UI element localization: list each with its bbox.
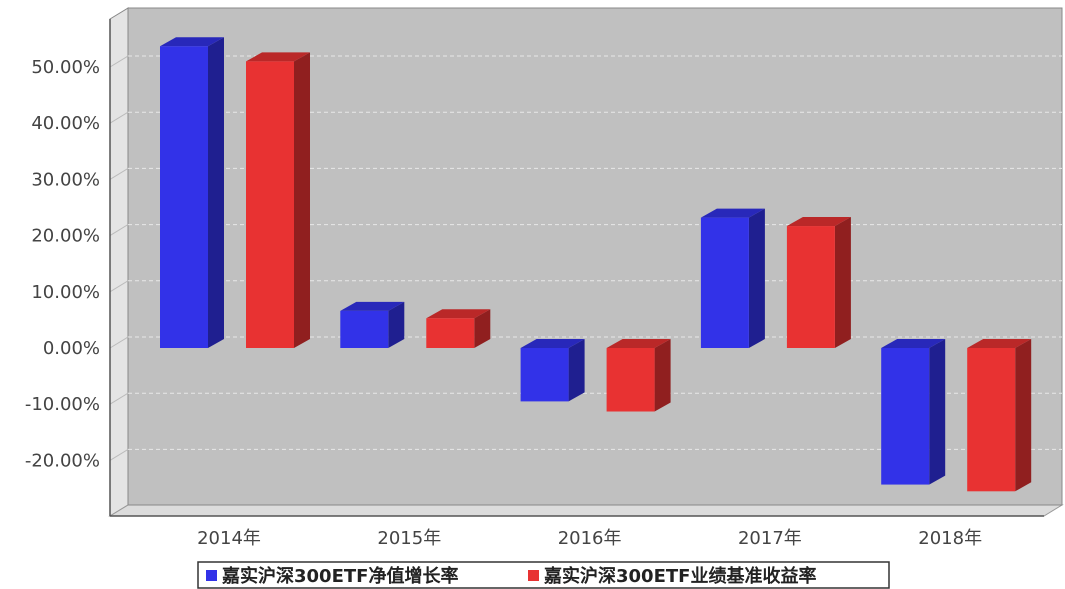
bar-front-1-1 <box>426 318 475 348</box>
x-tick-labels: 2014年 2015年 2016年 2017年 2018年 <box>197 528 982 549</box>
legend-label-0: 嘉实沪深300ETF净值增长率 <box>221 565 458 587</box>
x-tick-label-0: 2014年 <box>197 528 261 549</box>
bar-0-1 <box>340 301 405 348</box>
gridline-depth-6 <box>109 392 129 405</box>
x-tick-label-3: 2017年 <box>738 528 802 549</box>
y-tick-label-0: 50.00% <box>31 57 100 78</box>
legend-box <box>197 561 890 589</box>
bar-side-0-4 <box>929 339 946 485</box>
bar-side-1-0 <box>294 52 310 348</box>
bar-front-0-0 <box>160 46 208 349</box>
y-tick-label-6: -10.00% <box>25 394 100 415</box>
bar-0-4 <box>881 339 946 485</box>
bar-side-0-3 <box>748 208 765 348</box>
bar-top-0-4 <box>881 339 946 348</box>
legend-label-1: 嘉实沪深300ETF业绩基准收益率 <box>543 565 816 587</box>
bar-top-0-0 <box>160 37 224 47</box>
gridline-depth-4 <box>109 280 129 293</box>
bar-top-1-3 <box>786 217 851 227</box>
legend-swatch-1 <box>528 570 539 581</box>
bar-side-1-1 <box>474 309 491 348</box>
bar-0-0 <box>160 37 224 349</box>
axes <box>109 19 1044 517</box>
bar-front-1-2 <box>606 348 655 412</box>
bar-front-0-1 <box>340 310 389 348</box>
bar-1-0 <box>246 52 310 348</box>
bar-1-3 <box>786 217 851 348</box>
gridline-depth-7 <box>109 448 129 461</box>
bar-top-0-2 <box>520 339 585 348</box>
bar-side-1-2 <box>654 339 671 412</box>
bar-side-0-2 <box>568 339 585 402</box>
bar-0-3 <box>700 208 765 348</box>
bar-front-1-4 <box>967 348 1016 492</box>
bar-side-0-1 <box>388 301 405 348</box>
bar-front-0-3 <box>700 217 749 348</box>
legend-swatch-0 <box>206 570 217 581</box>
x-tick-label-4: 2018年 <box>918 528 982 549</box>
y-tick-label-2: 30.00% <box>31 169 100 190</box>
bars <box>160 37 1032 492</box>
bar-top-1-1 <box>426 309 491 319</box>
y-tick-label-3: 20.00% <box>31 226 100 247</box>
bar-front-1-0 <box>246 61 294 348</box>
y-tick-label-5: 0.00% <box>43 338 100 359</box>
gridline-depth-5 <box>109 336 129 349</box>
x-tick-label-2: 2016年 <box>558 528 622 549</box>
plot-left-wall <box>109 7 129 517</box>
x-tick-label-1: 2015年 <box>377 528 441 549</box>
bar-0-2 <box>520 339 585 402</box>
y-tick-label-1: 40.00% <box>31 113 100 134</box>
plot-border <box>127 7 1063 506</box>
y-tick-labels: 50.00% 40.00% 30.00% 20.00% 10.00% 0.00% -10.0… <box>25 57 100 471</box>
bar-top-1-4 <box>967 339 1032 348</box>
bar-1-4 <box>967 339 1032 492</box>
gridline-depth-1 <box>109 111 129 124</box>
bar-1-1 <box>426 309 491 348</box>
gridline-depth-3 <box>109 224 129 237</box>
bar-front-0-2 <box>520 348 569 402</box>
y-tick-label-7: -20.00% <box>25 450 100 471</box>
bar-top-0-1 <box>340 301 405 311</box>
bar-top-0-3 <box>700 208 765 218</box>
bar-side-0-0 <box>208 37 224 349</box>
gridline-depth-2 <box>109 167 129 180</box>
legend: 嘉实沪深300ETF净值增长率 嘉实沪深300ETF业绩基准收益率 <box>197 561 890 589</box>
bar-side-1-4 <box>1015 339 1032 492</box>
bar-1-2 <box>606 339 671 412</box>
bar-front-0-4 <box>881 348 930 485</box>
y-tick-label-4: 10.00% <box>31 282 100 303</box>
bar-side-1-3 <box>834 217 851 348</box>
bar-top-1-2 <box>606 339 671 348</box>
plot-floor <box>108 504 1064 517</box>
bar-front-1-3 <box>786 226 835 348</box>
gridline-depth-0 <box>109 55 129 68</box>
bar-top-1-0 <box>246 52 310 62</box>
